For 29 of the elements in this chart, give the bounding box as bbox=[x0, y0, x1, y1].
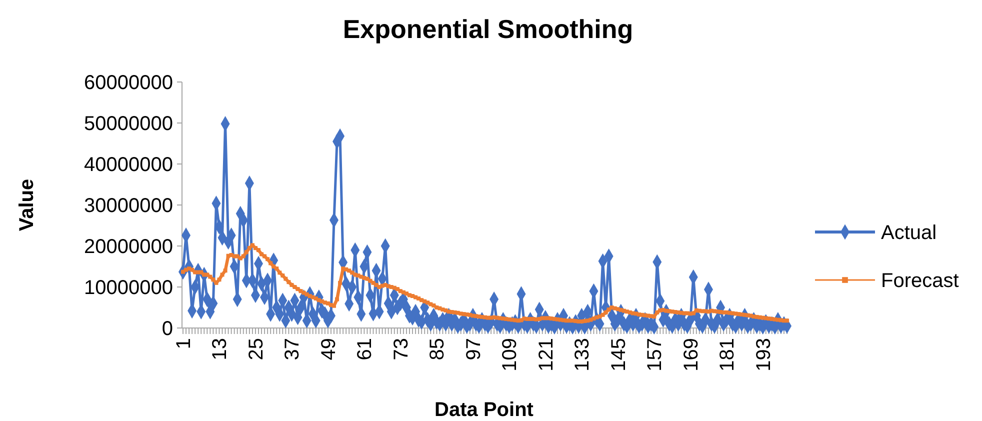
chart-title: Exponential Smoothing bbox=[342, 14, 634, 44]
y-tick-label: 60000000 bbox=[84, 72, 173, 94]
y-tick-label: 40000000 bbox=[84, 154, 173, 176]
x-tick-label: 13 bbox=[209, 338, 232, 360]
y-tick-label: 30000000 bbox=[84, 195, 173, 217]
y-tick-label: 10000000 bbox=[84, 277, 173, 299]
x-tick-label: 49 bbox=[318, 338, 340, 360]
x-tick-label: 133 bbox=[572, 338, 594, 372]
x-tick-label: 61 bbox=[354, 338, 376, 360]
x-tick-label: 85 bbox=[426, 338, 449, 360]
x-tick-label: 1 bbox=[173, 338, 195, 350]
x-tick-label: 109 bbox=[499, 338, 522, 372]
x-tick-label: 25 bbox=[245, 338, 268, 360]
x-tick-label: 121 bbox=[535, 338, 558, 372]
x-tick-label: 37 bbox=[282, 338, 304, 360]
x-tick-label: 193 bbox=[752, 338, 775, 372]
legend-label: Actual bbox=[881, 222, 937, 244]
legend-label: Forecast bbox=[881, 270, 960, 292]
y-tick-label: 0 bbox=[162, 318, 173, 340]
y-axis-title: Value bbox=[16, 178, 38, 232]
x-tick-label: 181 bbox=[716, 338, 739, 372]
y-tick-label: 50000000 bbox=[84, 113, 173, 135]
x-tick-label: 169 bbox=[680, 338, 702, 372]
x-axis-title: Data Point bbox=[434, 399, 534, 421]
x-tick-label: 73 bbox=[390, 338, 412, 360]
y-tick-label: 20000000 bbox=[84, 236, 173, 258]
x-tick-label: 157 bbox=[644, 338, 666, 372]
x-tick-label: 145 bbox=[608, 338, 630, 372]
x-tick-label: 97 bbox=[462, 338, 485, 360]
